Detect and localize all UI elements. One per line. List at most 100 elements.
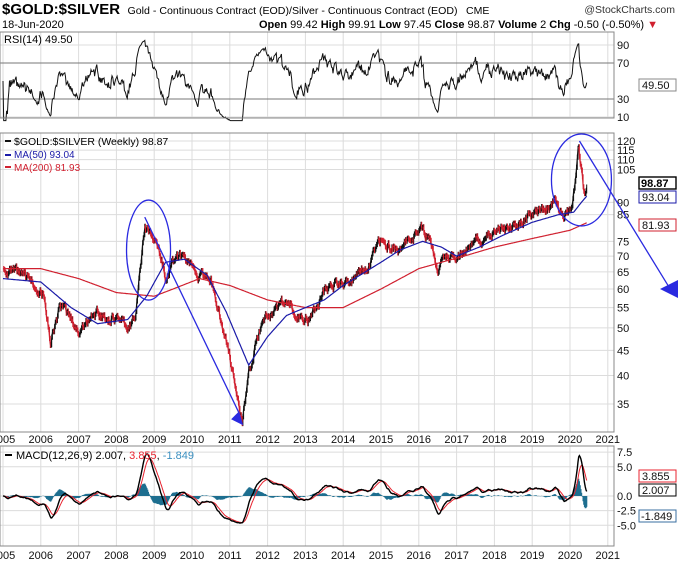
price-xtick-label: 2013 — [293, 434, 317, 446]
price-xtick-label: 2005 — [0, 434, 15, 446]
price-xtick-label: 2014 — [331, 434, 355, 446]
ma50-legend-text: MA(50) 93.04 — [14, 150, 75, 161]
macd-xtick-label: 2012 — [255, 550, 279, 562]
price-legend-text: $GOLD:$SILVER (Weekly) 98.87 — [14, 136, 168, 148]
macd-ytick-label: 5.0 — [617, 462, 632, 474]
price-xtick-label: 2020 — [558, 434, 582, 446]
ma200-legend-swatch — [5, 166, 11, 168]
macd-panel: 7.5 5.0 0.0 -2.5 -5.0 2005 2006 2007 2008 2009 201… — [0, 445, 636, 562]
price-xtick-label: 2018 — [482, 434, 506, 446]
ma50-last-value: 93.04 — [642, 192, 670, 204]
price-xtick-label: 2017 — [444, 434, 468, 446]
price-xtick-label: 2021 — [596, 434, 620, 446]
macd-xtick-label: 2013 — [293, 550, 317, 562]
signal-last-value: 3.855 — [642, 471, 670, 483]
price-ytick-label: 50 — [617, 323, 629, 335]
price-xtick-label: 2015 — [369, 434, 393, 446]
rsi-legend: RSI(14) 49.50 — [4, 34, 72, 46]
price-ytick-label: 40 — [617, 371, 629, 383]
macd-xtick-label: 2020 — [558, 550, 582, 562]
price-xtick-label: 2011 — [218, 434, 242, 446]
price-ytick-label: 110 — [617, 155, 635, 167]
macd-xtick-label: 2007 — [66, 550, 90, 562]
macd-line — [2, 453, 588, 524]
macd-legend-macd: 2.007 — [95, 450, 123, 462]
symbol-title: $GOLD:$SILVER — [2, 1, 120, 18]
price-xtick-label: 2012 — [255, 434, 279, 446]
arrowhead-icon — [231, 411, 244, 426]
macd-ytick-label: 0.0 — [617, 491, 632, 503]
macd-xtick-label: 2019 — [520, 550, 544, 562]
macd-xtick-label: 2015 — [369, 550, 393, 562]
macd-legend-signal: 3.855 — [129, 450, 157, 462]
macd-ytick-label: 7.5 — [617, 447, 632, 459]
price-ytick-label: 45 — [617, 345, 629, 357]
macd-legend-swatch — [5, 454, 12, 456]
price-xtick-label: 2009 — [142, 434, 166, 446]
rsi-ytick-label: 30 — [617, 94, 629, 106]
macd-xtick-label: 2008 — [104, 550, 128, 562]
date-label: 18-Jun-2020 — [2, 19, 64, 31]
price-ytick-label: 75 — [617, 236, 629, 248]
arrowhead-icon — [660, 279, 678, 298]
price-ytick-label: 70 — [617, 251, 629, 263]
annotation-arrow-2020 — [578, 140, 669, 286]
price-ytick-label: 65 — [617, 267, 629, 279]
macd-legend: MACD(12,26,9) 2.007, 3.855, -1.849 — [5, 450, 194, 462]
price-last-value: 98.87 — [641, 178, 669, 190]
macd-xtick-label: 2010 — [180, 550, 204, 562]
title-line: $GOLD:$SILVER Gold - Continuous Contract… — [2, 1, 489, 18]
macd-legend-text: MACD(12,26,9) 2.007, 3.855, -1.849 — [16, 450, 194, 462]
ma50-line — [3, 195, 588, 367]
macd-xtick-label: 2016 — [407, 550, 431, 562]
macd-legend-hist: -1.849 — [163, 450, 194, 462]
price-xtick-label: 2010 — [180, 434, 204, 446]
macd-xtick-label: 2017 — [444, 550, 468, 562]
price-ytick-label: 85 — [617, 210, 629, 222]
ma200-line — [3, 222, 587, 309]
rsi-line — [2, 39, 588, 122]
ma200-last-value: 81.93 — [642, 220, 670, 232]
price-frame — [0, 132, 615, 433]
price-ytick-label: 120 — [617, 136, 635, 148]
macd-frame — [0, 445, 615, 547]
rsi-last-tag: 49.50 — [638, 78, 677, 92]
price-xtick-label: 2006 — [29, 434, 53, 446]
price-ytick-label: 60 — [617, 284, 629, 296]
ma200-legend-text: MA(200) 81.93 — [14, 163, 81, 174]
ohlc-summary: Open 99.42 High 99.91 Low 97.45 Close 98… — [259, 19, 658, 31]
macd-xtick-label: 2018 — [482, 550, 506, 562]
price-xtick-label: 2007 — [66, 434, 90, 446]
annotation-ellipse-2020 — [550, 133, 613, 227]
rsi-ytick-label: 10 — [617, 112, 629, 124]
price-ytick-label: 55 — [617, 303, 629, 315]
price-background — [0, 133, 614, 432]
macd-last-value: 2.007 — [642, 485, 670, 497]
stockcharts-watermark: @StockCharts.com — [584, 4, 675, 16]
macd-xtick-label: 2009 — [142, 550, 166, 562]
macd-xtick-label: 2011 — [218, 550, 242, 562]
hist-last-value: -1.849 — [641, 511, 672, 523]
rsi-ytick-label: 70 — [617, 58, 629, 70]
macd-xtick-label: 2021 — [596, 550, 620, 562]
price-legend: $GOLD:$SILVER (Weekly) 98.87 MA(50) 93.0… — [5, 136, 168, 174]
symbol-description: Gold - Continuous Contract (EOD)/Silver … — [128, 5, 458, 17]
macd-legend-label: MACD(12,26,9) — [16, 450, 92, 462]
price-ytick-label: 90 — [617, 197, 629, 209]
macd-ytick-label: -5.0 — [617, 520, 636, 532]
price-legend-swatch — [5, 140, 11, 142]
macd-xtick-label: 2014 — [331, 550, 355, 562]
price-xtick-label: 2019 — [520, 434, 544, 446]
rsi-legend-text: RSI(14) 49.50 — [4, 34, 72, 46]
rsi-frame — [0, 31, 615, 119]
macd-ytick-label: -2.5 — [617, 506, 636, 518]
ma50-legend-swatch — [5, 154, 11, 156]
price-ytick-label: 105 — [617, 165, 635, 177]
macd-xtick-label: 2006 — [29, 550, 53, 562]
annotation-arrow-2011 — [144, 216, 240, 414]
macd-xtick-label: 2005 — [0, 550, 15, 562]
price-xtick-label: 2016 — [407, 434, 431, 446]
price-ytick-label: 115 — [617, 145, 635, 157]
